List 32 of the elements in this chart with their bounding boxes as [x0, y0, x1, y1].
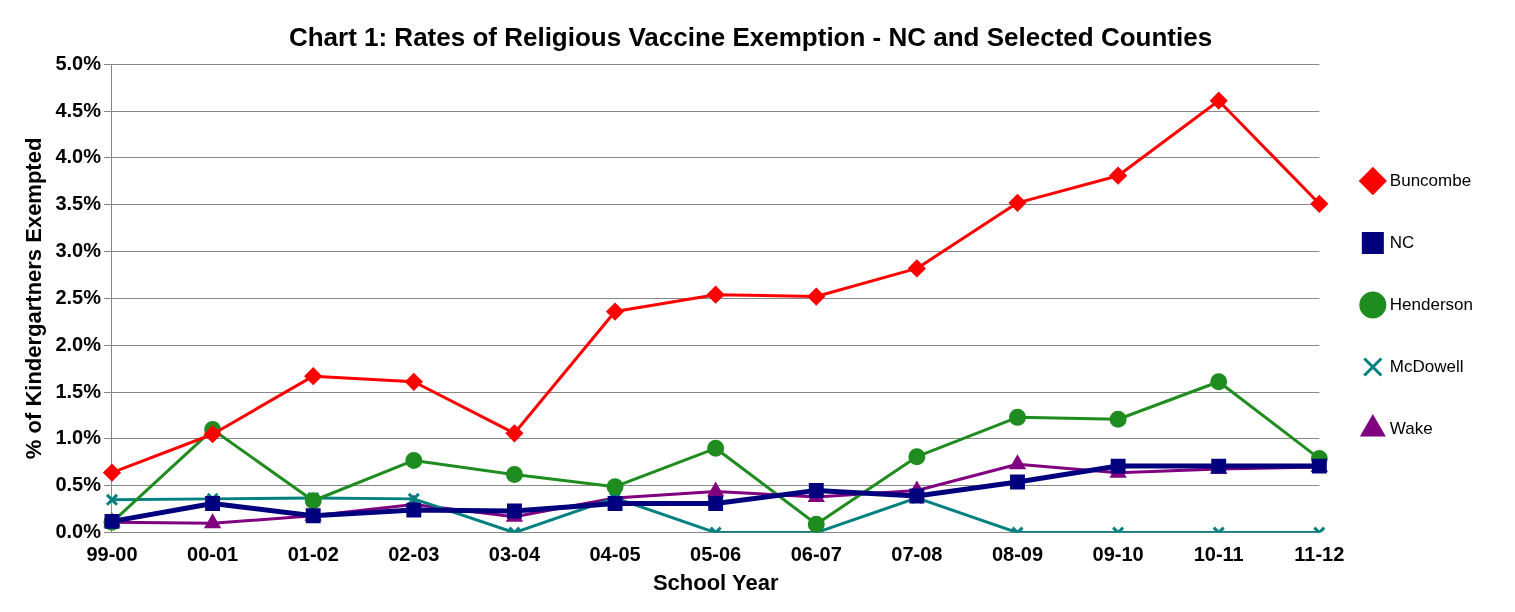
legend-label: Wake — [1389, 418, 1433, 438]
y-tick-label: 0.0% — [55, 520, 102, 543]
x-tick-label: 03-04 — [488, 543, 541, 566]
x-tick-label: 09-10 — [1092, 543, 1144, 566]
y-tick-label: 1.0% — [55, 426, 102, 449]
y-tick-label: 3.5% — [55, 192, 102, 215]
x-tick-label: 06-07 — [790, 543, 842, 566]
y-tick-label: 5.0% — [55, 51, 102, 74]
legend-label: McDowell — [1389, 356, 1464, 376]
legend-label: Henderson — [1389, 294, 1474, 314]
x-tick-label: 99-00 — [86, 543, 138, 566]
y-tick-label: 3.0% — [55, 239, 102, 262]
x-tick-label: 11-12 — [1294, 543, 1345, 566]
x-tick-label: 10-11 — [1193, 543, 1244, 566]
x-tick-label: 01-02 — [287, 543, 339, 566]
y-axis-title: % of Kindergartners Exempted — [21, 137, 47, 460]
x-tick-label: 04-05 — [589, 543, 641, 566]
x-tick-label: 08-09 — [991, 543, 1044, 566]
chart-title: Chart 1: Rates of Religious Vaccine Exemption - NC and Selected Counties — [288, 21, 1213, 52]
y-tick-label: 0.5% — [55, 473, 102, 496]
y-tick-label: 4.5% — [55, 98, 102, 121]
x-tick-label: 05-06 — [690, 543, 742, 566]
x-tick-label: 00-01 — [187, 543, 239, 566]
legend-label: NC — [1389, 232, 1415, 252]
x-axis-title: School Year — [652, 569, 779, 595]
y-tick-label: 1.5% — [55, 379, 102, 402]
legend-label: Buncombe — [1389, 170, 1472, 190]
x-tick-label: 02-03 — [388, 543, 440, 566]
y-tick-label: 2.5% — [55, 285, 102, 308]
y-tick-label: 4.0% — [55, 145, 102, 168]
y-tick-label: 2.0% — [55, 332, 102, 355]
x-tick-label: 07-08 — [891, 543, 943, 566]
